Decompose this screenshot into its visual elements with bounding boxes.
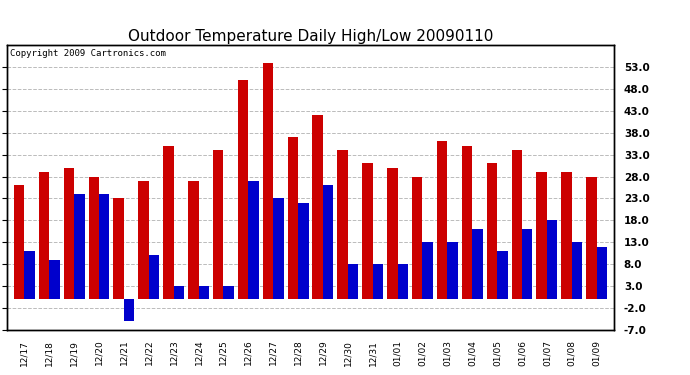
Bar [74, 194, 85, 299]
Bar [113, 198, 124, 299]
Bar [273, 198, 284, 299]
Bar [397, 264, 408, 299]
Bar [497, 251, 508, 299]
Bar [188, 181, 199, 299]
Bar [387, 168, 397, 299]
Bar [149, 255, 159, 299]
Bar [248, 181, 259, 299]
Bar [373, 264, 383, 299]
Bar [511, 150, 522, 299]
Bar [472, 229, 483, 299]
Bar [63, 168, 74, 299]
Bar [462, 146, 472, 299]
Bar [138, 181, 149, 299]
Bar [412, 177, 422, 299]
Title: Outdoor Temperature Daily High/Low 20090110: Outdoor Temperature Daily High/Low 20090… [128, 29, 493, 44]
Bar [337, 150, 348, 299]
Bar [437, 141, 447, 299]
Bar [39, 172, 49, 299]
Bar [447, 242, 458, 299]
Bar [572, 242, 582, 299]
Bar [49, 260, 59, 299]
Bar [362, 164, 373, 299]
Bar [288, 137, 298, 299]
Bar [213, 150, 224, 299]
Bar [422, 242, 433, 299]
Bar [536, 172, 547, 299]
Bar [597, 247, 607, 299]
Bar [24, 251, 34, 299]
Bar [313, 115, 323, 299]
Bar [486, 164, 497, 299]
Text: Copyright 2009 Cartronics.com: Copyright 2009 Cartronics.com [10, 49, 166, 58]
Bar [124, 299, 135, 321]
Bar [224, 286, 234, 299]
Bar [522, 229, 533, 299]
Bar [562, 172, 572, 299]
Bar [263, 63, 273, 299]
Bar [547, 220, 558, 299]
Bar [99, 194, 110, 299]
Bar [323, 185, 333, 299]
Bar [174, 286, 184, 299]
Bar [348, 264, 358, 299]
Bar [163, 146, 174, 299]
Bar [14, 185, 24, 299]
Bar [238, 80, 248, 299]
Bar [88, 177, 99, 299]
Bar [298, 203, 308, 299]
Bar [586, 177, 597, 299]
Bar [199, 286, 209, 299]
